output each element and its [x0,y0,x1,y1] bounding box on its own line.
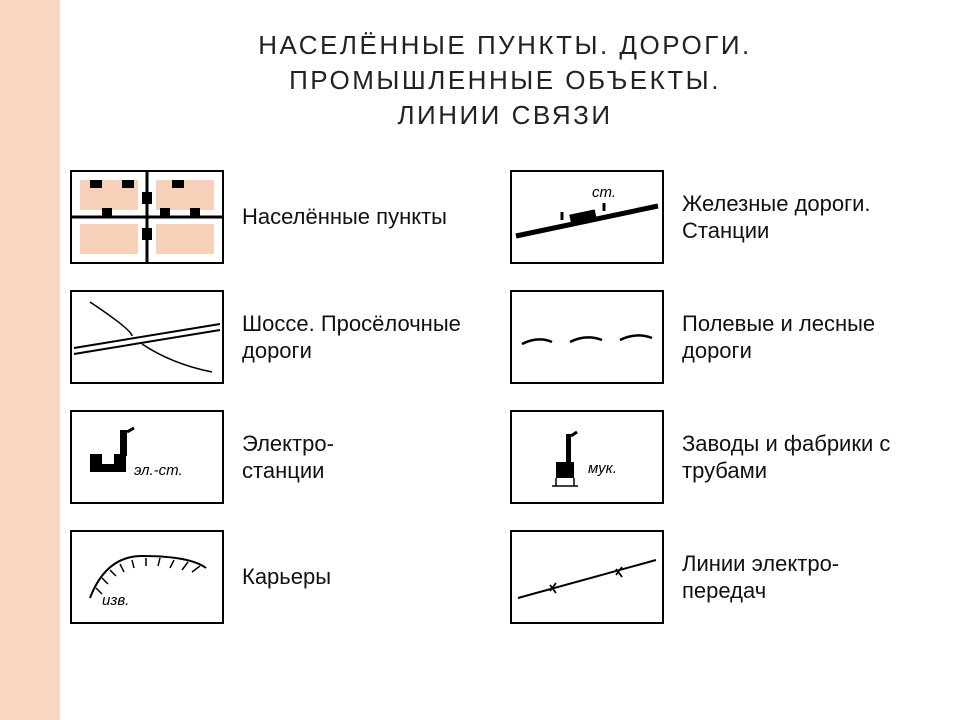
note-powerstations: эл.-ст. [134,462,183,479]
legend-item-highways: Шоссе. Просёлочные дороги [70,290,510,384]
title-line-1: НАСЕЛЁННЫЕ ПУНКТЫ. ДОРОГИ. [80,28,930,63]
label-quarries: Карьеры [242,563,331,591]
symbol-settlements-icon [70,170,224,264]
label-railways: Железные дороги. Станции [682,190,930,245]
note-quarries: изв. [102,592,129,609]
symbol-powerlines-icon [510,530,664,624]
legend-grid: Населённые пункты ст. Железные дороги. С… [70,170,940,690]
label-settlements: Населённые пункты [242,203,447,231]
legend-item-railways: ст. Железные дороги. Станции [510,170,930,264]
note-factories: мук. [588,460,617,477]
title-line-2: ПРОМЫШЛЕННЫЕ ОБЪЕКТЫ. [80,63,930,98]
symbol-quarries-icon: изв. [70,530,224,624]
label-powerlines: Линии электро- передач [682,550,839,605]
legend-row: изв. Карьеры Линии электро- передач [70,530,940,624]
legend-item-fieldroads: Полевые и лесные дороги [510,290,930,384]
symbol-railways-icon: ст. [510,170,664,264]
label-fieldroads: Полевые и лесные дороги [682,310,930,365]
label-powerstations: Электро- станции [242,430,334,485]
legend-row: эл.-ст. Электро- станции мук. Заводы и ф… [70,410,940,504]
label-highways: Шоссе. Просёлочные дороги [242,310,510,365]
label-factories: Заводы и фабрики с трубами [682,430,930,485]
sidebar-accent [0,0,60,720]
legend-item-settlements: Населённые пункты [70,170,510,264]
title-line-3: ЛИНИИ СВЯЗИ [80,98,930,133]
legend-row: Шоссе. Просёлочные дороги Полевые и лесн… [70,290,940,384]
legend-item-powerlines: Линии электро- передач [510,530,930,624]
legend-item-powerstations: эл.-ст. Электро- станции [70,410,510,504]
symbol-highways-icon [70,290,224,384]
symbol-fieldroads-icon [510,290,664,384]
legend-item-quarries: изв. Карьеры [70,530,510,624]
symbol-powerstations-icon: эл.-ст. [70,410,224,504]
page-title: НАСЕЛЁННЫЕ ПУНКТЫ. ДОРОГИ. ПРОМЫШЛЕННЫЕ … [80,28,930,133]
legend-item-factories: мук. Заводы и фабрики с трубами [510,410,930,504]
note-railways: ст. [592,184,616,201]
legend-row: Населённые пункты ст. Железные дороги. С… [70,170,940,264]
symbol-factories-icon: мук. [510,410,664,504]
